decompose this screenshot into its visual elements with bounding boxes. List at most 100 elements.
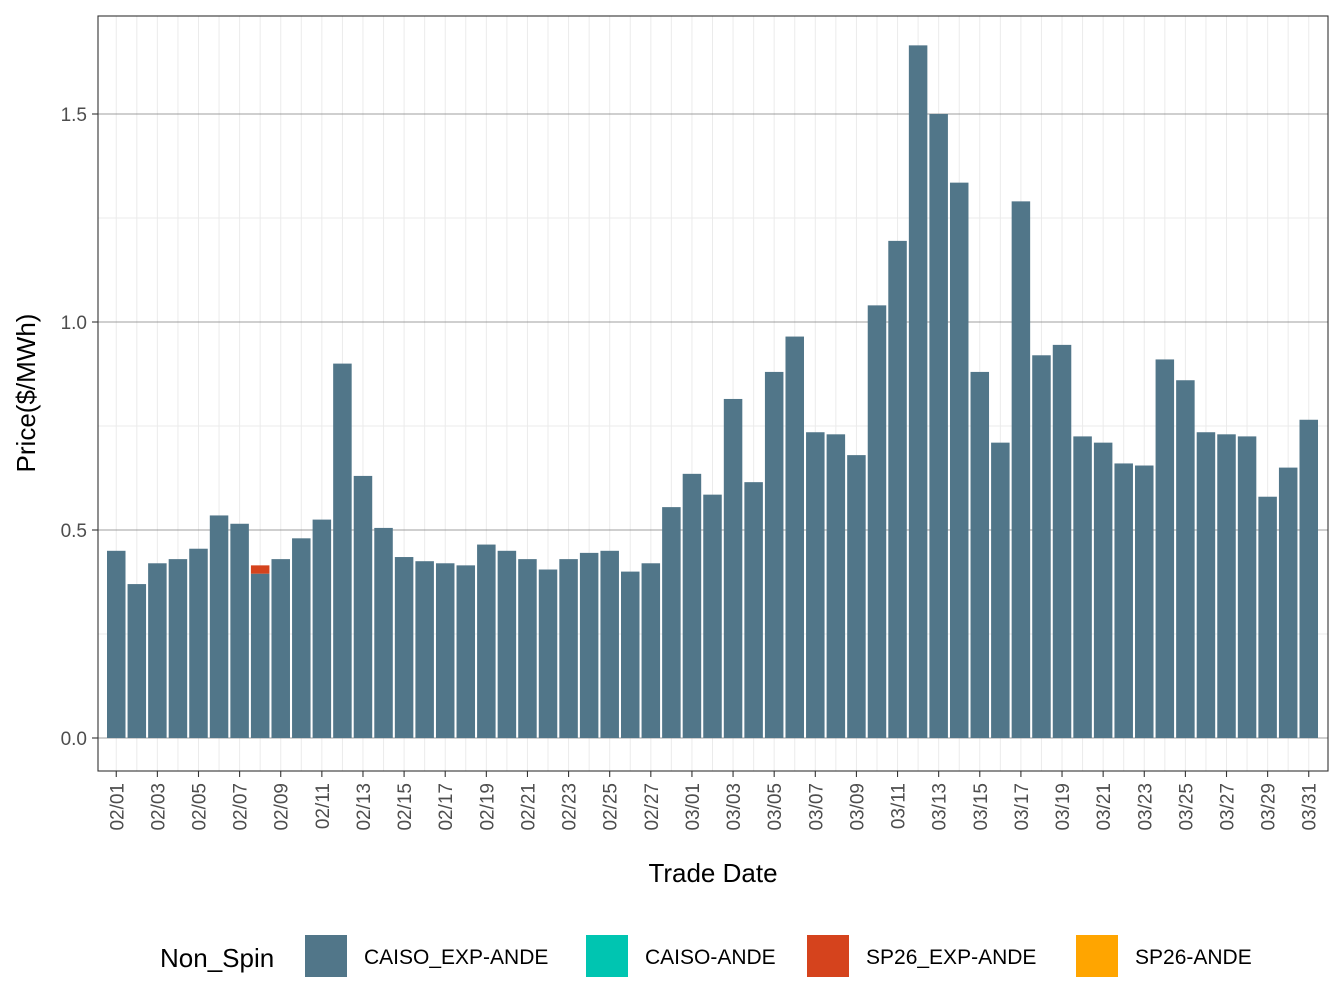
x-axis-ticks: 02/01 02/03 02/05 02/07 02/09 02/11 02/13 02/15… <box>107 771 1321 831</box>
y-tick-label: 0.5 <box>61 521 87 542</box>
x-axis-title: Trade Date <box>648 858 777 888</box>
bar <box>1073 436 1092 738</box>
bar <box>806 432 825 738</box>
x-tick-label: 02/19 <box>477 783 498 831</box>
bar <box>888 240 907 738</box>
x-tick-label: 02/11 <box>313 783 334 829</box>
bar <box>764 371 784 738</box>
y-tick-label: 1.5 <box>61 105 87 126</box>
x-tick-label: 03/05 <box>765 783 786 831</box>
x-tick-label: 02/13 <box>354 783 375 831</box>
x-tick-label: 03/01 <box>683 783 704 831</box>
x-tick-label: 02/05 <box>189 783 210 831</box>
bar <box>333 363 352 738</box>
bar <box>189 548 208 738</box>
bar <box>394 557 414 738</box>
x-tick-label: 02/07 <box>231 783 252 831</box>
bar <box>682 473 702 738</box>
bar <box>209 515 229 738</box>
x-tick-label: 02/21 <box>518 783 539 831</box>
bar <box>970 371 990 738</box>
x-tick-label: 02/27 <box>642 783 663 831</box>
y-tick-label: 0.0 <box>61 729 87 750</box>
bar <box>641 563 661 738</box>
bar <box>908 45 928 739</box>
bar <box>662 507 681 738</box>
legend-key <box>305 935 347 977</box>
bar <box>538 569 558 738</box>
bar <box>1135 465 1154 738</box>
legend-label: SP26_EXP-ANDE <box>866 946 1036 969</box>
x-tick-label: 03/31 <box>1300 783 1321 831</box>
x-tick-label: 03/07 <box>806 783 827 831</box>
bar <box>949 182 969 738</box>
x-tick-label: 02/01 <box>107 783 128 831</box>
bar <box>230 523 249 738</box>
bar <box>107 550 126 738</box>
legend-title: Non_Spin <box>160 943 274 973</box>
bar <box>374 527 393 738</box>
bar <box>518 559 537 738</box>
y-axis-ticks: 0.0 0.5 1.0 1.5 <box>61 105 98 750</box>
x-tick-label: 03/29 <box>1259 783 1280 831</box>
x-tick-label: 02/17 <box>436 783 457 831</box>
bar <box>1032 355 1051 738</box>
x-tick-label: 02/25 <box>601 783 622 831</box>
legend-label: SP26-ANDE <box>1135 946 1252 969</box>
bar <box>785 336 804 738</box>
legend-key <box>1076 935 1118 977</box>
bars-group <box>107 45 1318 739</box>
bar <box>1155 359 1175 738</box>
x-tick-label: 03/09 <box>847 783 868 831</box>
bar <box>991 442 1010 738</box>
x-tick-label: 02/15 <box>395 783 416 831</box>
bar <box>312 519 332 738</box>
legend-key <box>586 935 628 977</box>
bar <box>621 571 640 738</box>
bar <box>1011 201 1031 739</box>
x-tick-label: 03/17 <box>1012 783 1033 831</box>
bar <box>415 561 434 738</box>
bar <box>250 573 270 738</box>
x-tick-label: 03/23 <box>1135 783 1156 831</box>
x-tick-label: 03/25 <box>1176 783 1197 831</box>
x-tick-label: 02/23 <box>560 783 581 831</box>
x-tick-label: 02/09 <box>272 783 293 831</box>
legend-key <box>807 935 849 977</box>
bar <box>1278 467 1298 738</box>
x-tick-label: 03/13 <box>930 783 951 831</box>
bar <box>1052 344 1072 738</box>
bar <box>744 482 763 738</box>
bar <box>497 550 517 738</box>
x-tick-label: 02/03 <box>148 783 169 831</box>
x-tick-label: 03/11 <box>889 783 910 829</box>
bar <box>127 584 147 738</box>
bar <box>723 398 743 738</box>
x-tick-label: 03/15 <box>971 783 992 831</box>
y-tick-label: 1.0 <box>61 313 87 334</box>
bar <box>867 305 887 738</box>
bar <box>168 559 188 738</box>
bar <box>271 559 290 738</box>
bar <box>847 455 866 738</box>
x-tick-label: 03/19 <box>1053 783 1074 831</box>
bar <box>559 559 578 738</box>
bar <box>579 552 599 738</box>
bar <box>456 565 476 738</box>
bar <box>148 563 167 738</box>
bar <box>435 563 455 738</box>
bar <box>353 475 373 738</box>
bar <box>1176 380 1195 738</box>
legend: Non_Spin CAISO_EXP-ANDE CAISO-ANDE SP26_EX… <box>160 935 1252 977</box>
legend-label: CAISO_EXP-ANDE <box>364 946 548 969</box>
y-axis-title: Price($/MWh) <box>11 314 41 473</box>
bar <box>250 565 270 574</box>
panel-border <box>97 15 1329 772</box>
bar <box>1196 432 1216 738</box>
bar <box>1114 463 1133 738</box>
x-tick-label: 03/03 <box>724 783 745 831</box>
x-tick-label: 03/27 <box>1218 783 1239 831</box>
bar <box>1258 496 1277 738</box>
legend-label: CAISO-ANDE <box>645 946 776 969</box>
